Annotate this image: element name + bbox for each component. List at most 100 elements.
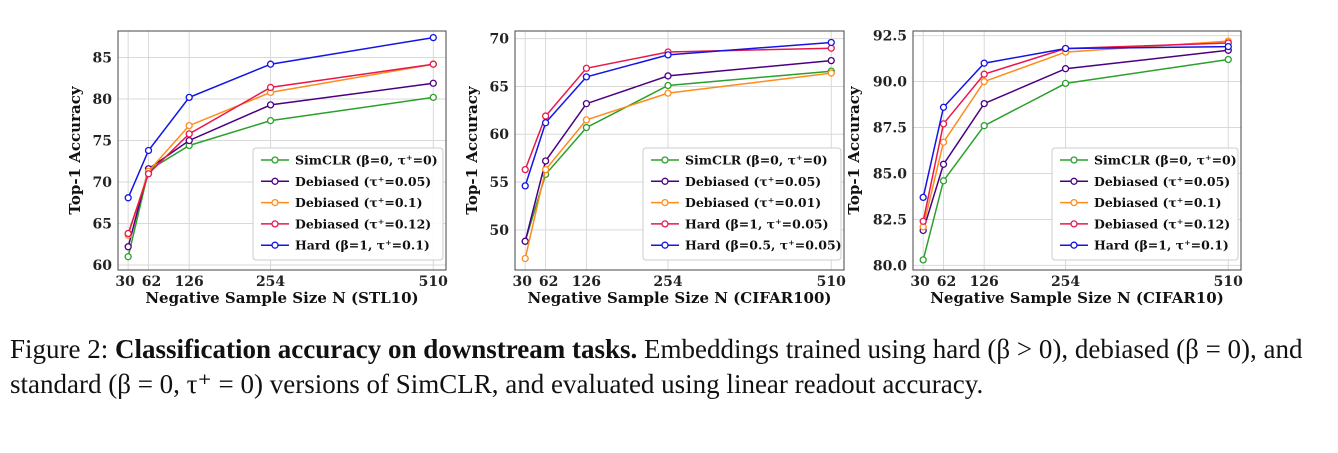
- series-1: [919, 55, 1232, 264]
- legend-swatch-marker: [661, 241, 669, 249]
- data-point: [919, 193, 927, 202]
- data-point: [939, 160, 948, 168]
- legend-label: Debiased (τ⁺=0.12): [295, 216, 431, 231]
- data-point: [1224, 42, 1232, 51]
- legend-label: SimCLR (β=0, τ⁺=0): [295, 153, 438, 168]
- data-point: [429, 93, 437, 102]
- legend-label: Debiased (τ⁺=0.1): [1094, 195, 1222, 210]
- x-tick-label: 510: [419, 274, 448, 290]
- series-3: [521, 69, 835, 263]
- data-point: [980, 59, 988, 67]
- data-point: [1061, 44, 1070, 53]
- y-tick-label: 85.0: [873, 166, 907, 182]
- caption-rest: Embeddings trained using hard (β > 0), d…: [10, 334, 1303, 399]
- data-point: [939, 138, 948, 146]
- y-tick-label: 60: [93, 258, 113, 274]
- data-point: [541, 165, 550, 174]
- data-point: [664, 72, 672, 80]
- data-point: [124, 243, 132, 251]
- data-point: [541, 112, 550, 120]
- x-tick-label: 62: [937, 274, 956, 290]
- legend-swatch-marker: [661, 220, 669, 228]
- data-point: [1061, 79, 1070, 88]
- data-point: [541, 119, 550, 127]
- y-axis-label: Top-1 Accuracy: [845, 85, 863, 214]
- data-point: [582, 116, 591, 124]
- data-point: [980, 77, 988, 86]
- data-point: [144, 146, 153, 155]
- data-point: [827, 69, 835, 77]
- x-tick-label: 254: [256, 274, 285, 290]
- series-5: [124, 33, 437, 202]
- legend-label: SimCLR (β=0, τ⁺=0): [685, 153, 828, 168]
- x-tick-label: 30: [115, 274, 135, 290]
- legend-swatch-marker: [661, 156, 669, 164]
- data-point: [582, 73, 591, 81]
- y-tick-label: 65: [93, 217, 112, 233]
- caption-bold: Classification accuracy on downstream ta…: [115, 334, 638, 364]
- y-tick-label: 50: [490, 223, 510, 239]
- legend-swatch-marker: [271, 220, 279, 228]
- legend-label: Hard (β=1, τ⁺=0.05): [685, 216, 829, 231]
- chart-2: 30 62 126 254 510 50 55 60 65 70 Negative Sample S…: [463, 30, 846, 307]
- legend-swatch-marker: [271, 241, 279, 249]
- x-tick-label: 30: [910, 274, 930, 290]
- y-tick-label: 60: [490, 127, 510, 143]
- legend-swatch-marker: [1070, 177, 1078, 185]
- legend-box: [1051, 147, 1239, 261]
- chart-1: 30 62 126 254 510 60 65 70 75 80 85 Negative Sample…: [66, 30, 448, 307]
- y-tick-label: 65: [490, 79, 509, 95]
- legend-label: Hard (β=1, τ⁺=0.1): [1094, 238, 1229, 253]
- y-tick-label: 55: [490, 175, 509, 191]
- y-axis-label: Top-1 Accuracy: [66, 85, 84, 214]
- data-point: [664, 89, 672, 97]
- legend-swatch-marker: [271, 156, 279, 164]
- data-point: [266, 116, 275, 125]
- legend-box: [642, 147, 842, 261]
- y-tick-label: 90.0: [873, 75, 907, 91]
- charts-svg: 30 62 126 254 510 60 65 70 75 80 85 Negative Sample…: [66, 29, 1243, 307]
- legend-label: Debiased (τ⁺=0.12): [1094, 216, 1230, 231]
- data-point: [124, 253, 132, 261]
- legend: SimCLR (β=0, τ⁺=0) Debiased (τ⁺=0.05) Debi…: [252, 147, 444, 261]
- data-point: [429, 60, 437, 68]
- data-point: [521, 254, 529, 263]
- data-point: [521, 237, 529, 245]
- data-point: [980, 122, 988, 130]
- series-5: [521, 38, 835, 190]
- legend-label: Hard (β=0.5, τ⁺=0.05): [685, 238, 842, 253]
- figure-caption: Figure 2: Classification accuracy on dow…: [10, 332, 1330, 402]
- series-2: [521, 56, 835, 245]
- legend-swatch-marker: [1070, 220, 1078, 228]
- caption-prefix: Figure 2:: [10, 334, 115, 364]
- figure-panels: 30 62 126 254 510 60 65 70 75 80 85 Negative Sample…: [66, 29, 1243, 307]
- series-4: [124, 60, 437, 238]
- data-point: [939, 177, 948, 185]
- legend-label: Debiased (τ⁺=0.05): [295, 174, 431, 189]
- data-point: [429, 33, 437, 42]
- x-tick-label: 254: [1051, 274, 1080, 290]
- legend-label: SimCLR (β=0, τ⁺=0): [1094, 153, 1237, 168]
- data-point: [664, 81, 672, 90]
- data-point: [124, 229, 132, 238]
- plot-frame: [912, 30, 1242, 271]
- data-point: [144, 170, 153, 178]
- legend-label: Debiased (τ⁺=0.01): [685, 195, 821, 210]
- data-point: [664, 51, 672, 59]
- data-point: [582, 123, 591, 132]
- x-tick-label: 126: [175, 274, 204, 290]
- legend: SimCLR (β=0, τ⁺=0) Debiased (τ⁺=0.05) Debi…: [1051, 147, 1239, 261]
- x-tick-label: 126: [970, 274, 999, 290]
- series-5: [919, 42, 1232, 202]
- y-tick-label: 82.5: [873, 212, 907, 228]
- legend-box: [252, 147, 444, 261]
- x-tick-label: 62: [539, 274, 558, 290]
- legend-swatch-marker: [271, 198, 279, 207]
- y-tick-label: 75: [93, 134, 112, 150]
- data-point: [939, 103, 948, 111]
- x-tick-label: 510: [1214, 274, 1243, 290]
- data-point: [185, 130, 193, 138]
- data-point: [266, 83, 275, 92]
- legend-swatch-marker: [661, 177, 669, 185]
- data-point: [919, 217, 927, 225]
